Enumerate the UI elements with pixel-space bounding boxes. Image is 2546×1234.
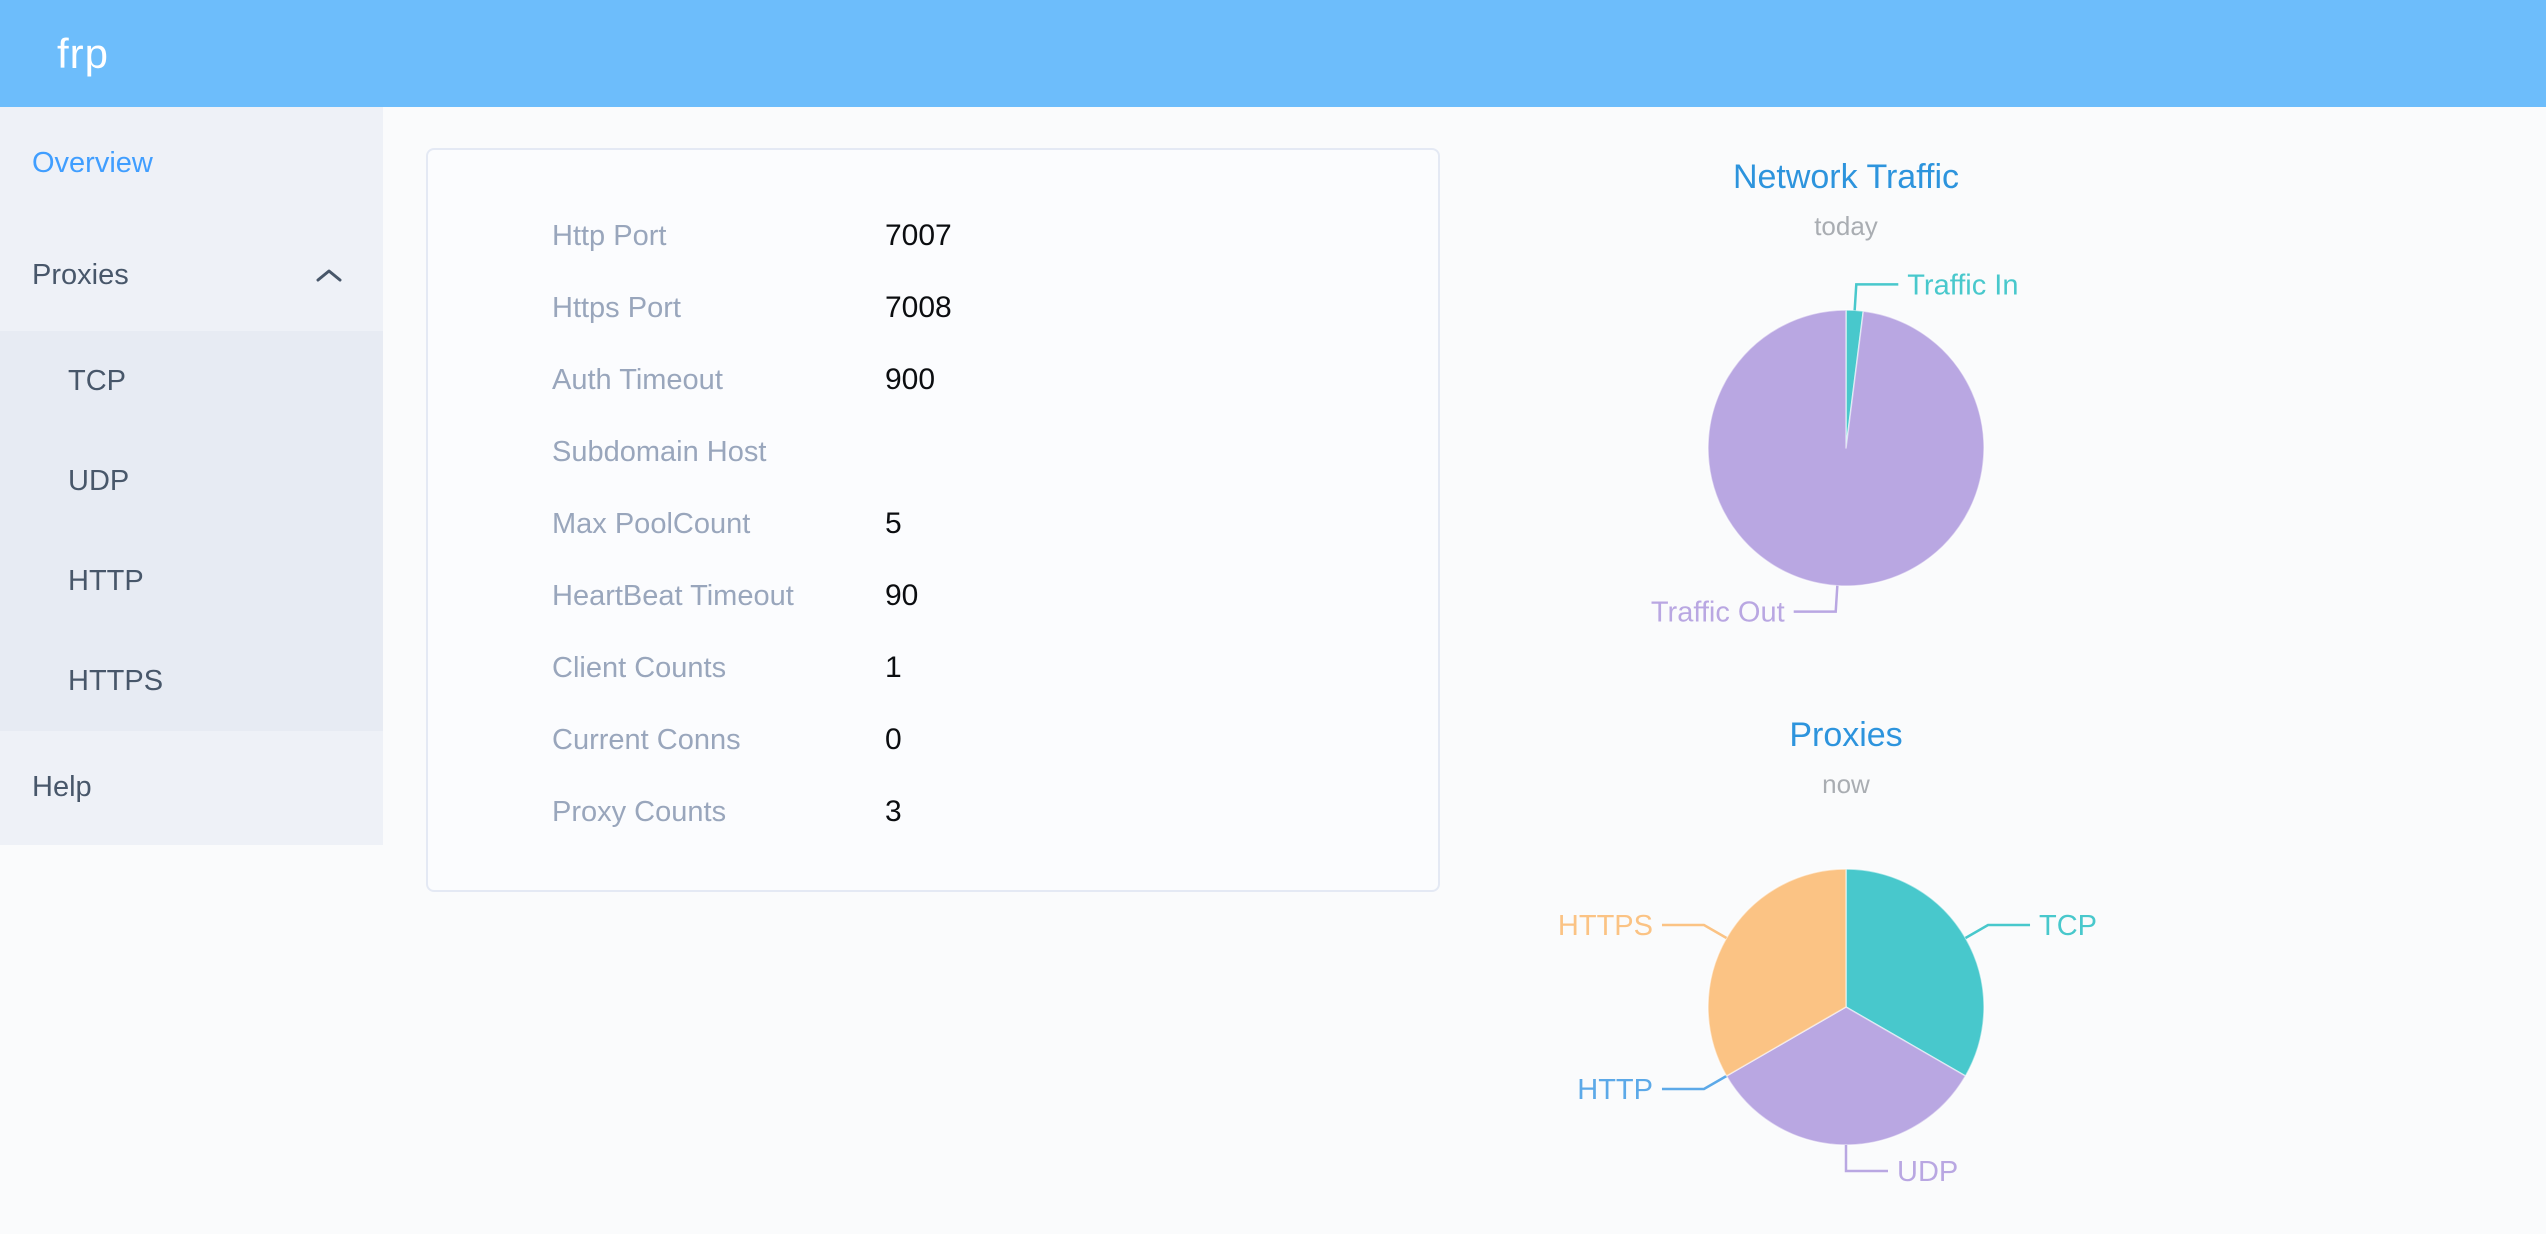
pie-label-tcp: TCP [2039, 910, 2097, 942]
chevron-up-icon [315, 267, 343, 283]
sidebar-item-label: Help [32, 770, 92, 803]
pie-leader-tcp [1964, 923, 2031, 940]
sidebar-item-proxies[interactable]: Proxies [0, 219, 383, 331]
info-label: Subdomain Host [552, 435, 767, 468]
pie-leader-http [1661, 1074, 1728, 1091]
chart-title: Network Traffic [1732, 158, 1960, 196]
sidebar-item-https[interactable]: HTTPS [0, 631, 383, 731]
pie-label-http: HTTP [1577, 1074, 1653, 1106]
info-value: 5 [885, 507, 902, 540]
proxies-pie: TCP UDP HTTP HTTPS [1558, 868, 2097, 1188]
pie-leader-traffic-out [1793, 585, 1839, 613]
info-row: Max PoolCount 5 [428, 488, 1438, 560]
app-header: frp [0, 0, 2546, 107]
sidebar-item-label: HTTP [68, 564, 144, 597]
info-row: Current Conns 0 [428, 704, 1438, 776]
info-label: Client Counts [552, 651, 727, 684]
info-value: 0 [885, 723, 902, 756]
proxies-chart: TCP UDP HTTP HTTPS Proxies now [1516, 700, 2176, 1234]
pie-label-traffic-in: Traffic In [1907, 269, 2018, 301]
pie-slice-traffic-out[interactable] [1707, 309, 1985, 587]
chart-title: Proxies [1789, 716, 1903, 754]
info-value: 3 [885, 795, 902, 828]
sidebar-submenu: TCP UDP HTTP HTTPS [0, 331, 383, 731]
info-row: Client Counts 1 [428, 632, 1438, 704]
sidebar-item-label: Proxies [32, 258, 129, 291]
info-label: HeartBeat Timeout [552, 579, 794, 612]
info-row: Auth Timeout 900 [428, 344, 1438, 416]
info-value: 90 [885, 579, 919, 612]
sidebar-item-http[interactable]: HTTP [0, 531, 383, 631]
network-traffic-pie: Traffic In Traffic Out [1651, 269, 2019, 629]
info-label: Proxy Counts [552, 795, 727, 828]
info-label: Auth Timeout [552, 363, 723, 396]
info-value: 1 [885, 651, 902, 684]
chart-subtitle: today [1814, 211, 1878, 241]
info-row: HeartBeat Timeout 90 [428, 560, 1438, 632]
pie-leader-https [1661, 923, 1728, 940]
info-label: Current Conns [552, 723, 741, 756]
network-traffic-chart: Traffic In Traffic Out Network Traffic to… [1516, 140, 2176, 700]
sidebar-item-label: TCP [68, 364, 126, 397]
pie-leader-traffic-in [1853, 283, 1899, 311]
sidebar-item-help[interactable]: Help [0, 731, 383, 843]
pie-leader-udp [1844, 1145, 1888, 1173]
server-info-card: Http Port 7007 Https Port 7008 Auth Time… [426, 148, 1440, 892]
info-row: Http Port 7007 [428, 200, 1438, 272]
info-label: Http Port [552, 219, 667, 252]
sidebar-item-tcp[interactable]: TCP [0, 331, 383, 431]
sidebar-item-label: UDP [68, 464, 130, 497]
info-row: Proxy Counts 3 [428, 776, 1438, 848]
sidebar-item-overview[interactable]: Overview [0, 107, 383, 219]
info-value: 900 [885, 363, 936, 396]
pie-label-udp: UDP [1897, 1156, 1958, 1188]
info-label: Https Port [552, 291, 681, 324]
sidebar-item-udp[interactable]: UDP [0, 431, 383, 531]
sidebar-item-label: Overview [32, 146, 153, 179]
info-value: 7008 [885, 291, 952, 324]
info-row: Https Port 7008 [428, 272, 1438, 344]
pie-label-https: HTTPS [1558, 910, 1653, 942]
info-label: Max PoolCount [552, 507, 751, 540]
info-value: 7007 [885, 219, 952, 252]
sidebar-item-label: HTTPS [68, 664, 164, 697]
sidebar: Overview Proxies TCP UDP HTTP HTTPS Help [0, 107, 383, 845]
pie-label-traffic-out: Traffic Out [1651, 597, 1785, 629]
frp-logo: frp [57, 29, 110, 77]
info-row: Subdomain Host [428, 416, 1438, 488]
chart-subtitle: now [1822, 769, 1870, 799]
